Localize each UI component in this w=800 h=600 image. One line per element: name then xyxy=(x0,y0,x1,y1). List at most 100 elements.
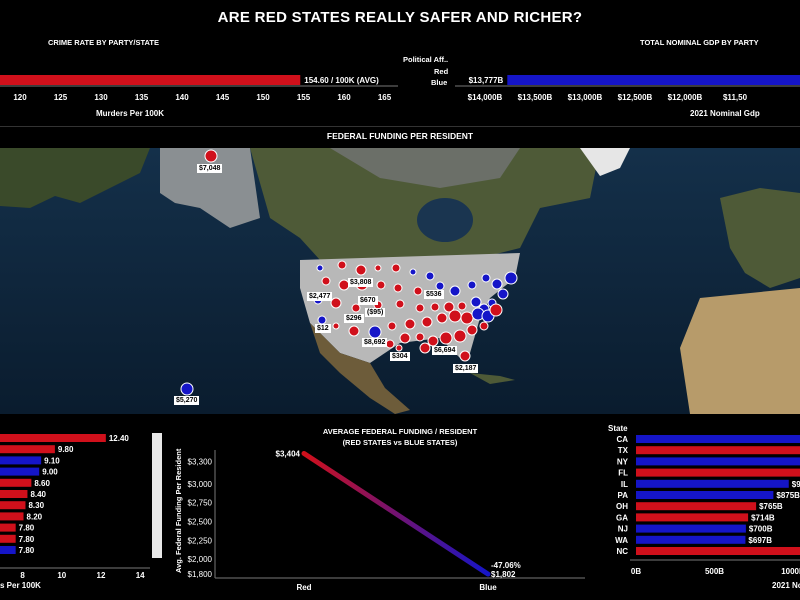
state-funding-dot[interactable] xyxy=(459,350,471,362)
funding-trend-line[interactable] xyxy=(301,450,491,577)
state-funding-dot[interactable] xyxy=(491,278,503,290)
murder-rate-bar[interactable] xyxy=(0,467,40,476)
state-funding-dot[interactable] xyxy=(351,303,361,313)
state-funding-dot[interactable] xyxy=(436,312,448,324)
state-gdp-bar[interactable] xyxy=(636,524,746,533)
state-funding-dot[interactable] xyxy=(467,280,477,290)
state-funding-dot[interactable] xyxy=(395,299,405,309)
state-gdp-bar[interactable] xyxy=(636,513,749,522)
state-gdp-bar[interactable] xyxy=(636,535,746,544)
state-label: WA xyxy=(615,536,628,545)
state-funding-dot[interactable] xyxy=(448,309,462,323)
state-funding-dot[interactable] xyxy=(387,321,397,331)
state-funding-dot[interactable] xyxy=(449,285,461,297)
state-gdp-bar[interactable] xyxy=(636,547,800,555)
state-label: PA xyxy=(617,491,628,500)
state-funding-dot[interactable] xyxy=(419,342,431,354)
crime-tick-label: 160 xyxy=(337,93,351,102)
state-funding-dot[interactable] xyxy=(348,325,360,337)
crime-bar-red[interactable] xyxy=(0,75,301,85)
scrollbar-track[interactable] xyxy=(152,433,162,558)
gdp-axis-label: 2021 Nominal Gdp xyxy=(690,109,760,118)
state-funding-dot[interactable] xyxy=(453,329,467,343)
state-funding-dot[interactable] xyxy=(337,260,347,270)
gdp-tick-label: $13,000B xyxy=(568,93,603,102)
state-funding-dot[interactable] xyxy=(368,325,382,339)
murder-rate-bar[interactable] xyxy=(0,434,106,442)
state-funding-dot[interactable] xyxy=(355,264,367,276)
state-gdp-value-label: $765B xyxy=(759,502,783,511)
state-gdp-bar[interactable] xyxy=(636,446,800,455)
state-funding-dot[interactable] xyxy=(317,315,327,325)
state-funding-dot[interactable] xyxy=(399,332,411,344)
murder-rate-bar[interactable] xyxy=(0,501,26,510)
line-pct-change-label: -47.06% xyxy=(491,561,521,570)
state-funding-dot[interactable] xyxy=(497,288,509,300)
murder-rate-bar[interactable] xyxy=(0,523,16,532)
state-funding-dot[interactable] xyxy=(415,332,425,342)
murder-rate-bar[interactable] xyxy=(0,546,16,554)
state-funding-dot[interactable] xyxy=(460,311,474,325)
state-funding-dot[interactable] xyxy=(330,297,342,309)
gdp-bar-blue[interactable] xyxy=(507,75,800,85)
state-gdp-bar[interactable] xyxy=(636,435,800,443)
state-funding-dot[interactable] xyxy=(391,263,401,273)
state-funding-dot[interactable] xyxy=(316,264,324,272)
state-funding-dot[interactable] xyxy=(321,276,331,286)
state-funding-dot[interactable] xyxy=(457,301,467,311)
state-funding-dot[interactable] xyxy=(421,316,433,328)
state-funding-dot[interactable] xyxy=(443,301,455,313)
state-funding-dot[interactable] xyxy=(404,318,416,330)
state-gdp-bar[interactable] xyxy=(636,479,789,488)
state-label: CA xyxy=(616,435,628,444)
state-funding-dot[interactable] xyxy=(415,303,425,313)
gdp-tick-label: $11,50 xyxy=(723,93,748,102)
state-funding-dot[interactable] xyxy=(374,264,382,272)
state-funding-dot[interactable] xyxy=(180,382,194,396)
state-label: FL xyxy=(618,469,628,478)
state-gdp-bar[interactable] xyxy=(636,491,774,499)
state-funding-dot[interactable] xyxy=(470,296,482,308)
murder-rate-value-label: 7.80 xyxy=(19,546,35,555)
state-funding-dot[interactable] xyxy=(479,321,489,331)
state-gdp-bar[interactable] xyxy=(636,468,800,477)
state-funding-dot[interactable] xyxy=(425,271,435,281)
murder-rate-bar[interactable] xyxy=(0,445,55,454)
murder-rate-bar[interactable] xyxy=(0,534,16,543)
state-funding-dot[interactable] xyxy=(489,303,503,317)
state-funding-dot[interactable] xyxy=(393,283,403,293)
state-funding-dot[interactable] xyxy=(504,271,518,285)
state-label: NC xyxy=(616,547,628,556)
map-label-alabama: $6,694 xyxy=(432,346,458,355)
legend-item-blue[interactable]: Blue xyxy=(431,78,448,87)
state-funding-dot[interactable] xyxy=(435,281,445,291)
murder-rate-bar[interactable] xyxy=(0,456,42,465)
state-gdp-bar[interactable] xyxy=(636,457,800,466)
murder-rate-bar[interactable] xyxy=(0,478,32,487)
state-funding-dot[interactable] xyxy=(430,302,440,312)
map-title: FEDERAL FUNDING PER RESIDENT xyxy=(326,131,474,141)
state-funding-dot[interactable] xyxy=(466,324,478,336)
murder-rate-bar[interactable] xyxy=(0,490,28,498)
state-gdp-value-label: $875B xyxy=(776,491,800,500)
state-funding-dot[interactable] xyxy=(439,331,453,345)
state-funding-dot[interactable] xyxy=(481,273,491,283)
funding-map[interactable]: $7,048 $3,808 $2,477 $670 $536 ($95) $29… xyxy=(0,148,800,414)
murder-rate-bar[interactable] xyxy=(0,512,24,521)
legend-title: Political Aff.. xyxy=(403,55,449,64)
state-gdp-value-label: $714B xyxy=(751,513,775,522)
legend-item-red[interactable]: Red xyxy=(434,67,449,76)
state-funding-dot[interactable] xyxy=(395,344,403,352)
line-y-tick-label: $1,800 xyxy=(188,570,213,579)
state-funding-dot[interactable] xyxy=(332,322,340,330)
divider-top xyxy=(0,126,800,127)
crime-tick-label: 140 xyxy=(175,93,189,102)
state-gdp-bar[interactable] xyxy=(636,502,757,511)
state-funding-dot[interactable] xyxy=(409,268,417,276)
state-funding-dot[interactable] xyxy=(413,286,423,296)
bl-tick-label: 8 xyxy=(20,571,25,580)
state-funding-dot[interactable] xyxy=(427,335,439,347)
line-y-tick-label: $2,250 xyxy=(188,536,213,545)
state-funding-dot[interactable] xyxy=(204,149,218,163)
state-funding-dot[interactable] xyxy=(376,280,386,290)
